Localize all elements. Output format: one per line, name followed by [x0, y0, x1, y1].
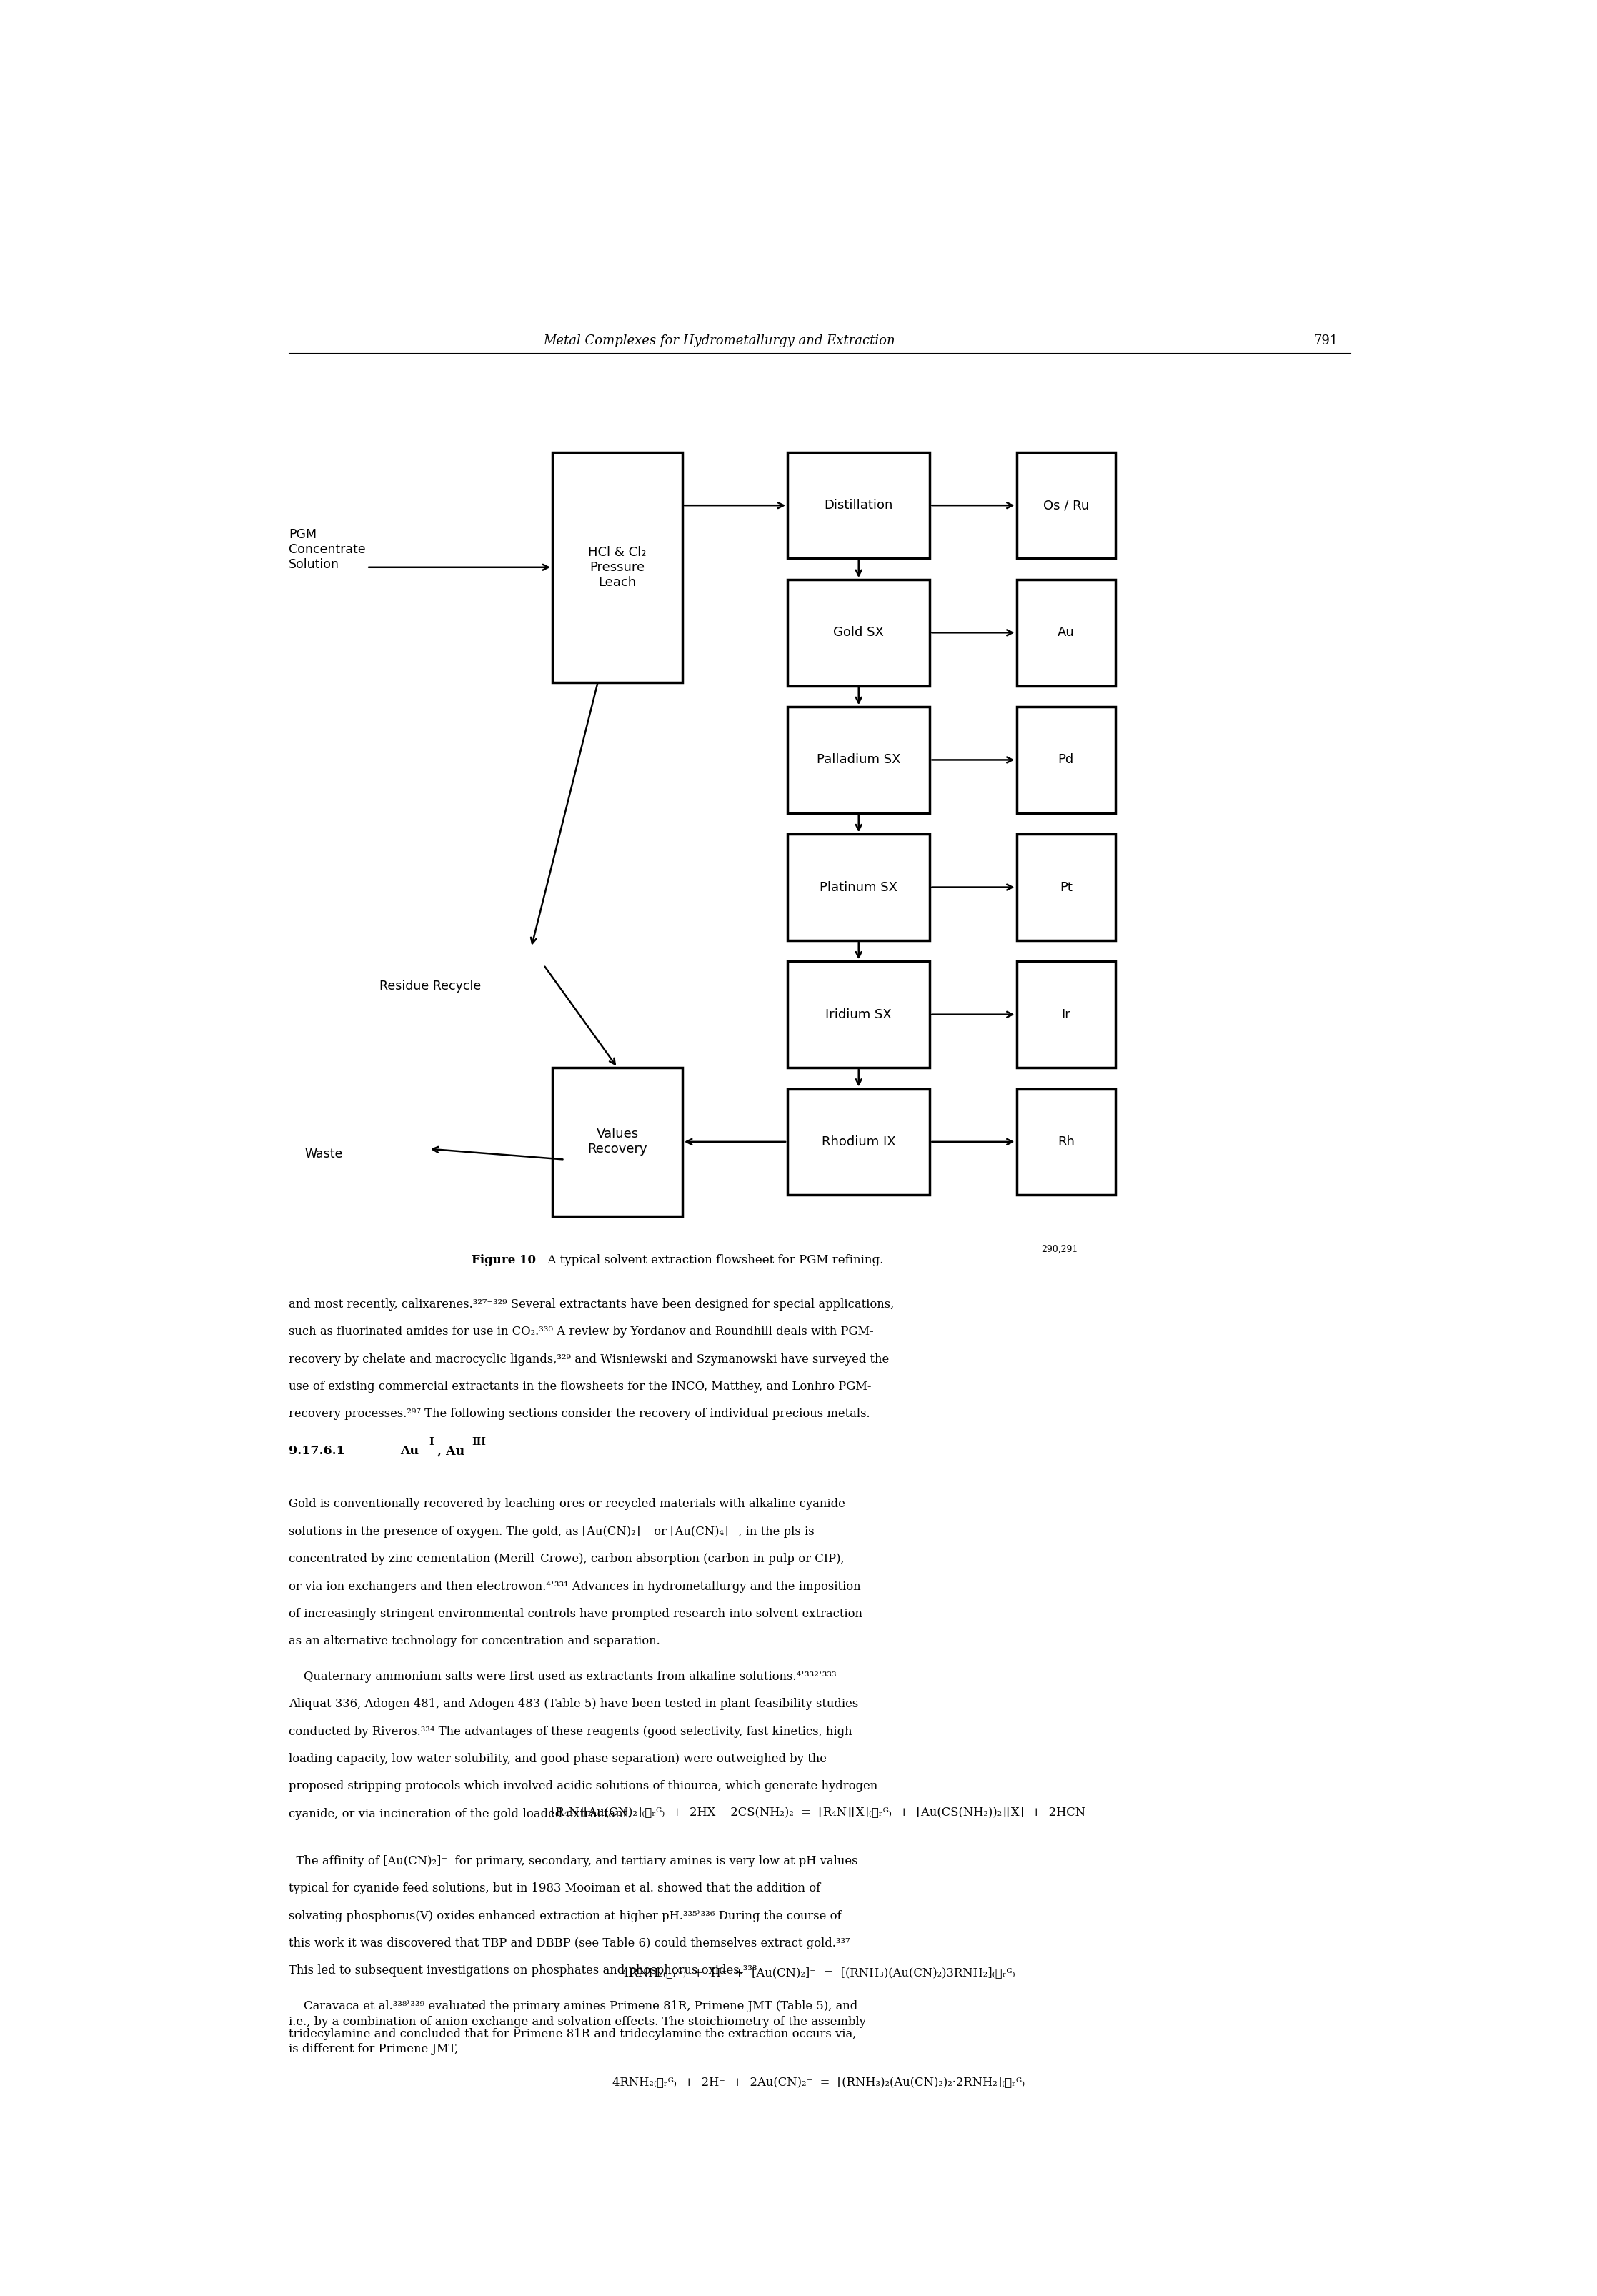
Text: proposed stripping protocols which involved acidic solutions of thiourea, which : proposed stripping protocols which invol… — [289, 1779, 878, 1793]
Text: Metal Complexes for Hydrometallurgy and Extraction: Metal Complexes for Hydrometallurgy and … — [543, 335, 896, 347]
Text: or via ion exchangers and then electrowon.⁴ʾ³³¹ Advances in hydrometallurgy and : or via ion exchangers and then electrowo… — [289, 1580, 861, 1593]
Bar — [1017, 579, 1115, 687]
Text: such as fluorinated amides for use in CO₂.³³⁰ A review by Yordanov and Roundhill: such as fluorinated amides for use in CO… — [289, 1325, 874, 1339]
Text: III: III — [471, 1437, 485, 1446]
Text: Gold SX: Gold SX — [834, 627, 885, 638]
Text: Values
Recovery: Values Recovery — [588, 1127, 647, 1155]
Bar — [1017, 962, 1115, 1068]
Text: typical for cyanide feed solutions, but in 1983 Mooiman et al. showed that the a: typical for cyanide feed solutions, but … — [289, 1883, 821, 1894]
Text: 791: 791 — [1314, 335, 1338, 347]
Text: A typical solvent extraction flowsheet for PGM refining.: A typical solvent extraction flowsheet f… — [540, 1254, 883, 1267]
Text: recovery processes.²⁹⁷ The following sections consider the recovery of individua: recovery processes.²⁹⁷ The following sec… — [289, 1407, 870, 1421]
Text: PGM
Concentrate
Solution: PGM Concentrate Solution — [289, 528, 366, 572]
Bar — [1017, 833, 1115, 941]
Text: 4RNH₂₍₟ᵣᴳ₎  +  H⁺  +  [Au(CN)₂]⁻  =  [(RNH₃)(Au(CN)₂)3RNH₂]₍₟ᵣᴳ₎: 4RNH₂₍₟ᵣᴳ₎ + H⁺ + [Au(CN)₂]⁻ = [(RNH₃)(A… — [621, 1968, 1016, 1979]
Text: this work it was discovered that TBP and DBBP (see Table 6) could themselves ext: this work it was discovered that TBP and… — [289, 1938, 850, 1949]
Text: is different for Primene JMT,: is different for Primene JMT, — [289, 2043, 458, 2055]
Text: This led to subsequent investigations on phosphates and phosphorus oxides.³³³: This led to subsequent investigations on… — [289, 1965, 757, 1977]
Text: Gold is conventionally recovered by leaching ores or recycled materials with alk: Gold is conventionally recovered by leac… — [289, 1499, 845, 1511]
Text: of increasingly stringent environmental controls have prompted research into sol: of increasingly stringent environmental … — [289, 1607, 862, 1621]
Text: tridecylamine and concluded that for Primene 81R and tridecylamine the extractio: tridecylamine and concluded that for Pri… — [289, 2027, 856, 2039]
Text: 290,291: 290,291 — [1041, 1244, 1078, 1254]
Bar — [553, 1068, 682, 1217]
Bar — [787, 962, 929, 1068]
Text: Au: Au — [1057, 627, 1075, 638]
Text: [R₄N][Au(CN)₂]₍₟ᵣᴳ₎  +  2HX    2CS(NH₂)₂  =  [R₄N][X]₍₟ᵣᴳ₎  +  [Au(CS(NH₂))₂][X]: [R₄N][Au(CN)₂]₍₟ᵣᴳ₎ + 2HX 2CS(NH₂)₂ = [R… — [551, 1805, 1086, 1818]
Text: Distillation: Distillation — [824, 498, 893, 512]
Text: cyanide, or via incineration of the gold-loaded extractant.: cyanide, or via incineration of the gold… — [289, 1807, 631, 1821]
Text: Waste: Waste — [305, 1148, 343, 1159]
Text: Au: Au — [401, 1444, 418, 1458]
Text: 4RNH₂₍₟ᵣᴳ₎  +  2H⁺  +  2Au(CN)₂⁻  =  [(RNH₃)₂(Au(CN)₂)₂·2RNH₂]₍₟ᵣᴳ₎: 4RNH₂₍₟ᵣᴳ₎ + 2H⁺ + 2Au(CN)₂⁻ = [(RNH₃)₂(… — [612, 2076, 1025, 2089]
Text: concentrated by zinc cementation (Merill–Crowe), carbon absorption (carbon-in-pu: concentrated by zinc cementation (Merill… — [289, 1552, 845, 1566]
Text: recovery by chelate and macrocyclic ligands,³²⁹ and Wisniewski and Szymanowski h: recovery by chelate and macrocyclic liga… — [289, 1352, 890, 1366]
Text: use of existing commercial extractants in the flowsheets for the INCO, Matthey, : use of existing commercial extractants i… — [289, 1380, 872, 1394]
Bar — [1017, 452, 1115, 558]
Text: Figure 10: Figure 10 — [473, 1254, 537, 1267]
Bar — [787, 579, 929, 687]
Text: Pt: Pt — [1060, 882, 1072, 893]
Bar — [787, 833, 929, 941]
Text: HCl & Cl₂
Pressure
Leach: HCl & Cl₂ Pressure Leach — [588, 546, 647, 588]
Bar — [787, 707, 929, 813]
Text: Iridium SX: Iridium SX — [826, 1008, 891, 1022]
Text: i.e., by a combination of anion exchange and solvation effects. The stoichiometr: i.e., by a combination of anion exchange… — [289, 2016, 866, 2027]
Text: I: I — [428, 1437, 433, 1446]
Text: 9.17.6.1: 9.17.6.1 — [289, 1444, 345, 1458]
Text: Palladium SX: Palladium SX — [816, 753, 901, 767]
Text: Pd: Pd — [1059, 753, 1073, 767]
Text: conducted by Riveros.³³⁴ The advantages of these reagents (good selectivity, fas: conducted by Riveros.³³⁴ The advantages … — [289, 1727, 853, 1738]
Text: and most recently, calixarenes.³²⁷⁻³²⁹ Several extractants have been designed fo: and most recently, calixarenes.³²⁷⁻³²⁹ S… — [289, 1297, 894, 1311]
Text: Rhodium IX: Rhodium IX — [822, 1134, 896, 1148]
Text: Ir: Ir — [1062, 1008, 1070, 1022]
Bar — [553, 452, 682, 682]
Text: as an alternative technology for concentration and separation.: as an alternative technology for concent… — [289, 1635, 660, 1646]
Text: solutions in the presence of oxygen. The gold, as [Au(CN)₂]⁻  or [Au(CN)₄]⁻ , in: solutions in the presence of oxygen. The… — [289, 1525, 814, 1538]
Text: Residue Recycle: Residue Recycle — [378, 980, 481, 992]
Text: Os / Ru: Os / Ru — [1043, 498, 1089, 512]
Text: loading capacity, low water solubility, and good phase separation) were outweigh: loading capacity, low water solubility, … — [289, 1752, 827, 1766]
Text: Aliquat 336, Adogen 481, and Adogen 483 (Table 5) have been tested in plant feas: Aliquat 336, Adogen 481, and Adogen 483 … — [289, 1699, 859, 1711]
Bar — [1017, 1088, 1115, 1194]
Bar — [1017, 707, 1115, 813]
Bar — [787, 452, 929, 558]
Text: Quaternary ammonium salts were first used as extractants from alkaline solutions: Quaternary ammonium salts were first use… — [289, 1671, 837, 1683]
Text: Caravaca et al.³³⁸ʾ³³⁹ evaluated the primary amines Primene 81R, Primene JMT (Ta: Caravaca et al.³³⁸ʾ³³⁹ evaluated the pri… — [289, 2000, 858, 2014]
Bar — [787, 1088, 929, 1194]
Text: The affinity of [Au(CN)₂]⁻  for primary, secondary, and tertiary amines is very : The affinity of [Au(CN)₂]⁻ for primary, … — [289, 1855, 858, 1867]
Text: solvating phosphorus(V) oxides enhanced extraction at higher pH.³³⁵ʾ³³⁶ During t: solvating phosphorus(V) oxides enhanced … — [289, 1910, 842, 1922]
Text: Platinum SX: Platinum SX — [819, 882, 898, 893]
Text: , Au: , Au — [438, 1444, 465, 1458]
Text: Rh: Rh — [1057, 1134, 1075, 1148]
